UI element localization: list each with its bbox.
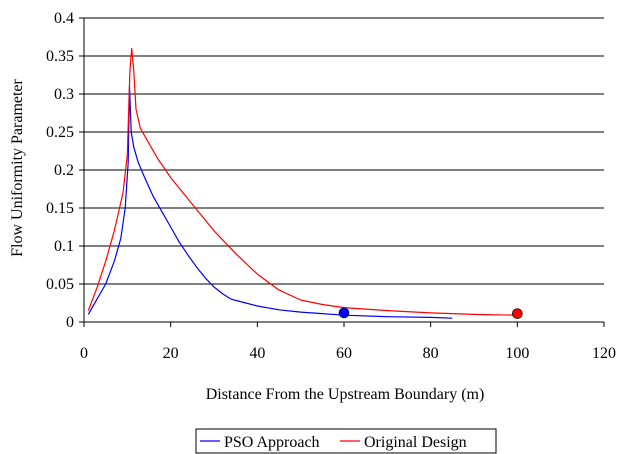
y-tick-label: 0.3: [54, 86, 74, 103]
x-tick-label: 0: [80, 345, 88, 362]
y-tick-label: 0.35: [46, 48, 74, 65]
y-axis-title: Flow Uniformity Parameter: [9, 78, 26, 256]
end-marker-pso: [338, 307, 350, 319]
series-line-original: [87, 47, 518, 316]
end-marker-original: [512, 308, 523, 319]
y-tick-label: 0: [66, 314, 74, 331]
x-tick-label: 120: [592, 345, 616, 362]
y-tick-label: 0.1: [54, 238, 74, 255]
series-group: [87, 47, 518, 319]
marker-group: [338, 307, 523, 319]
y-tick-label: 0.15: [46, 200, 74, 217]
x-tick-label: 100: [505, 345, 529, 362]
y-tick-label: 0.25: [46, 124, 74, 141]
x-tick-label: 40: [249, 345, 265, 362]
x-tick-label: 60: [336, 345, 352, 362]
legend-label-original: Original Design: [364, 434, 467, 451]
x-tick-label: 80: [423, 345, 439, 362]
series-line-pso: [87, 85, 453, 319]
x-axis-title: Distance From the Upstream Boundary (m): [206, 386, 485, 403]
y-tick-label: 0.4: [54, 10, 74, 27]
axes: [79, 17, 605, 327]
x-tick-label: 20: [163, 345, 179, 362]
y-tick-label: 0.05: [46, 276, 74, 293]
y-tick-label: 0.2: [54, 162, 74, 179]
gridlines: [84, 17, 604, 285]
legend-label-pso: PSO Approach: [224, 434, 320, 451]
x-tick-labels: 0 20 40 60 80 100 120: [80, 345, 616, 362]
y-tick-labels: 0 0.05 0.1 0.15 0.2 0.25 0.3 0.35 0.4: [46, 10, 74, 331]
legend: PSO Approach Original Design: [195, 428, 497, 454]
